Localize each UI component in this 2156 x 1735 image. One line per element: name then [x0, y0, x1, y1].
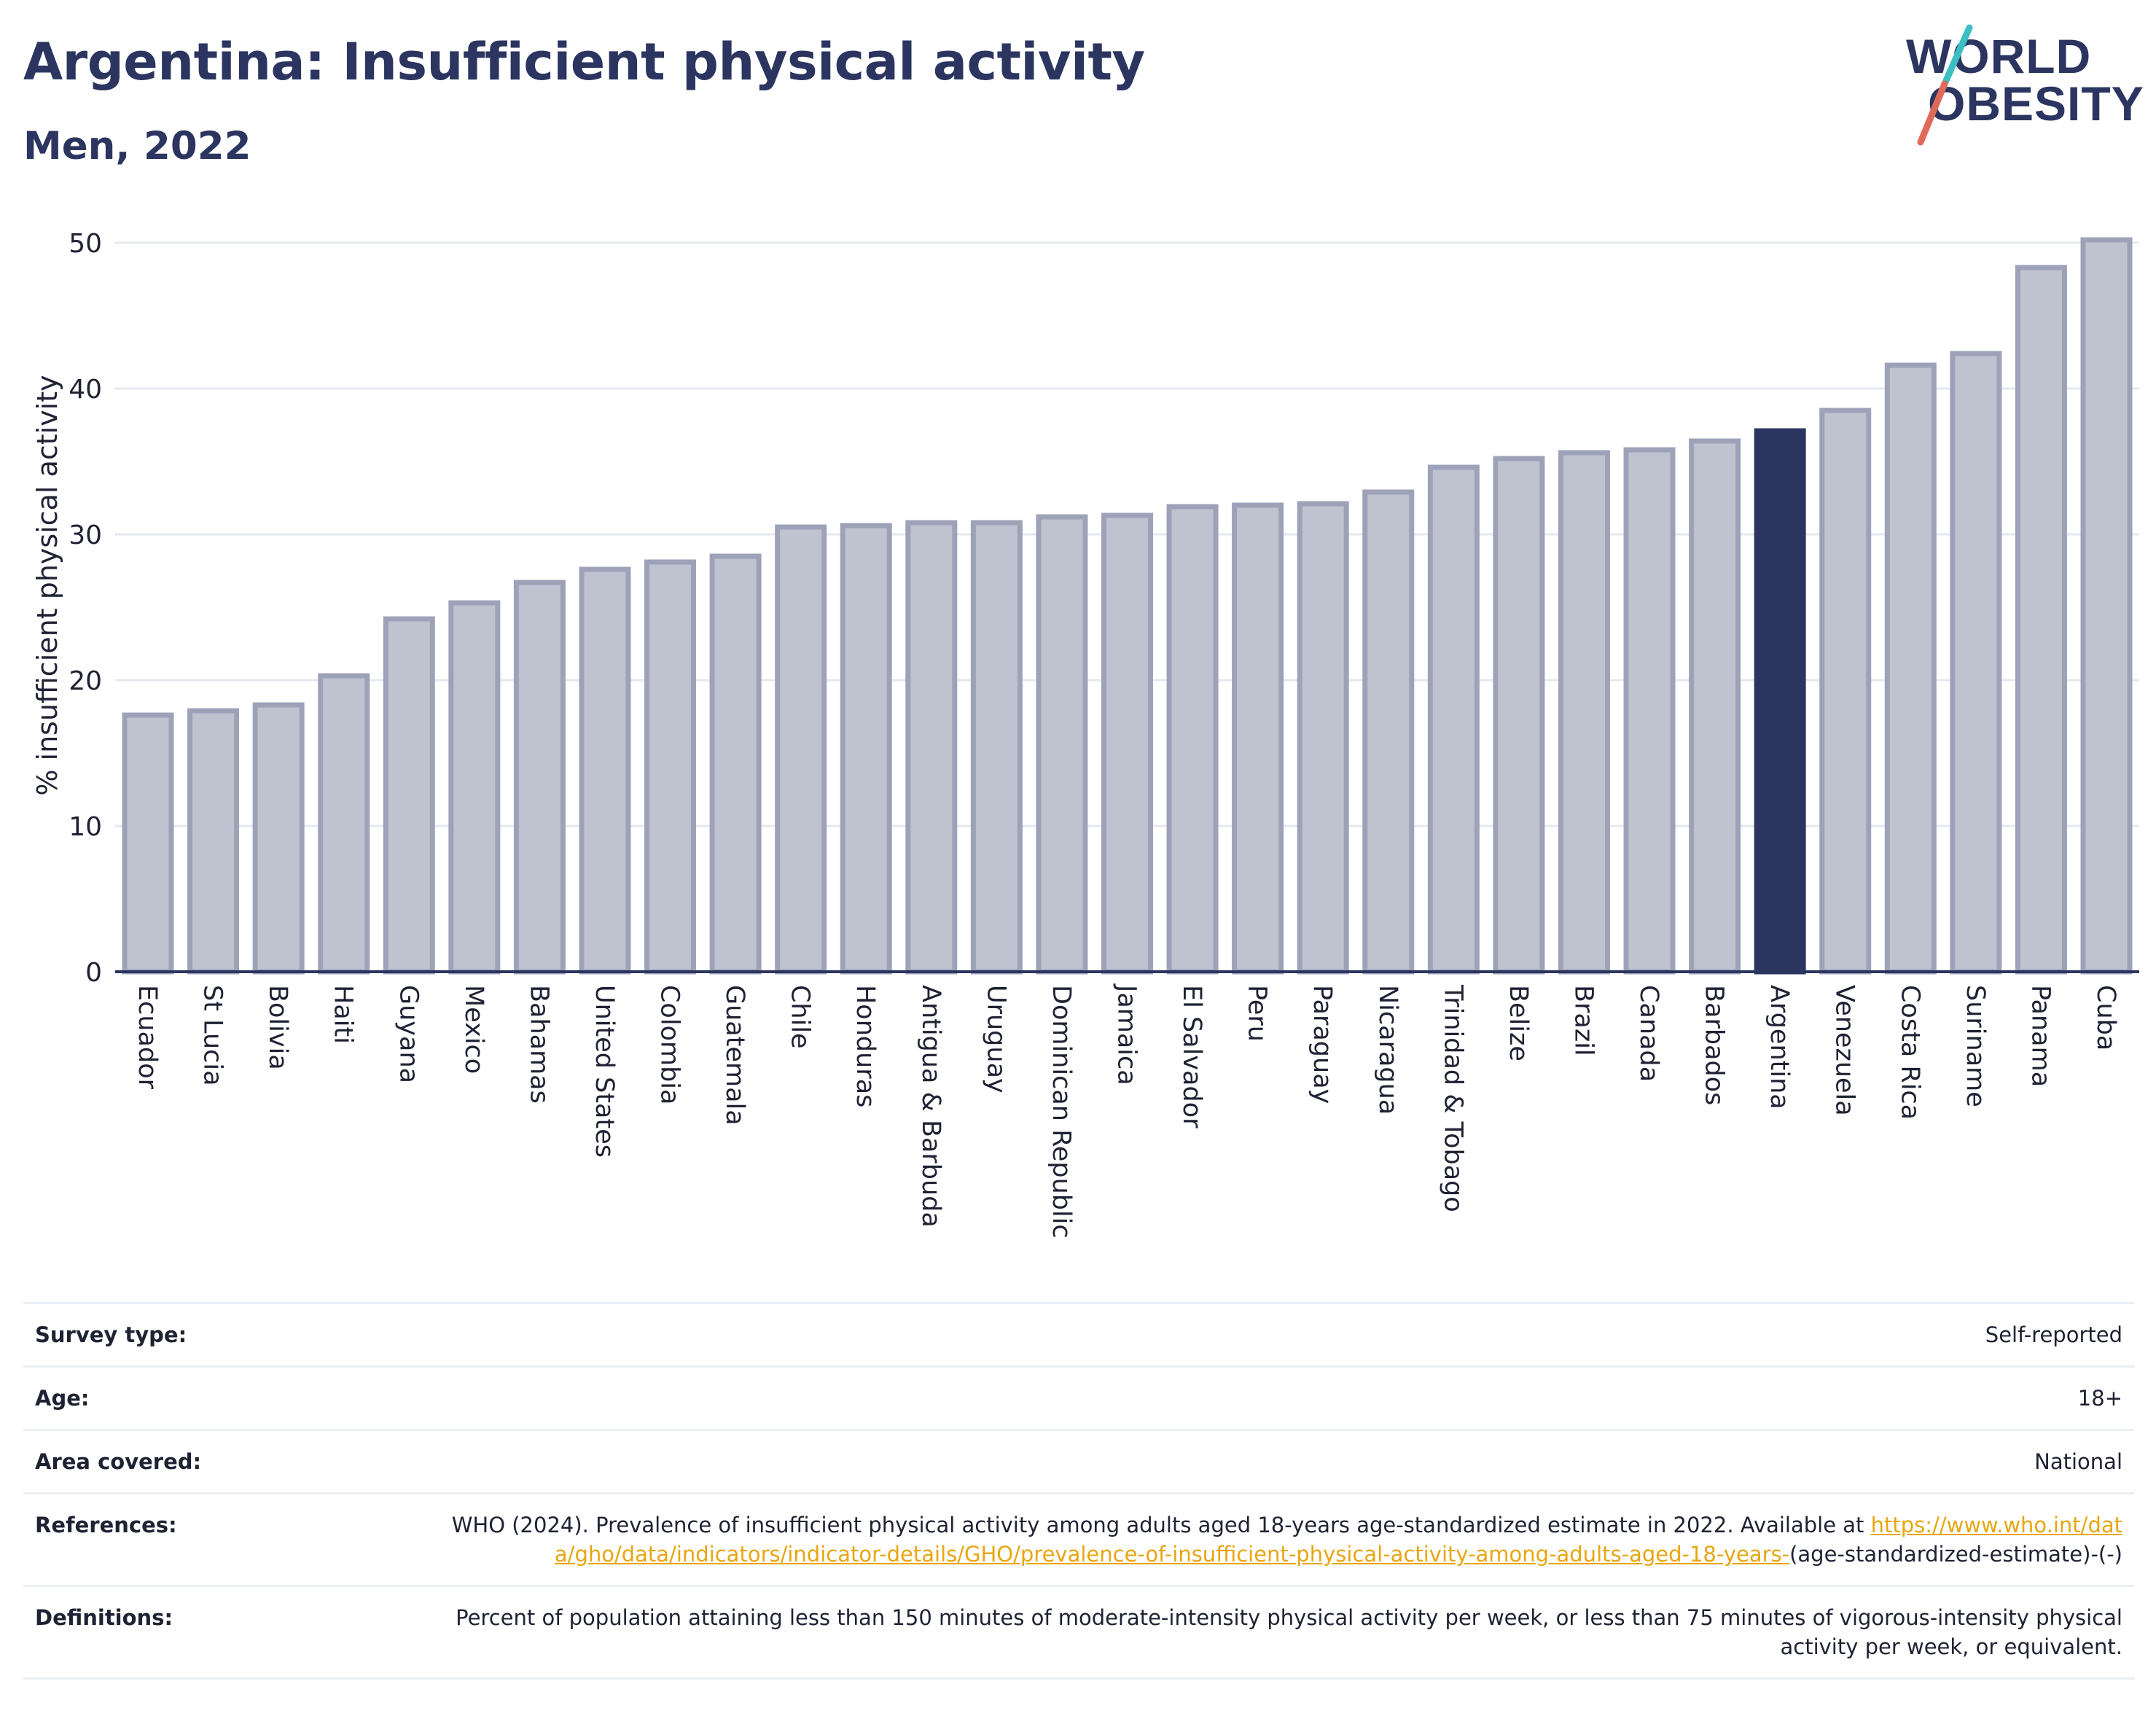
x-tick-label: Dominican Republic [1047, 985, 1076, 1239]
info-label: Age: [23, 1365, 426, 1431]
y-tick-label: 50 [69, 229, 102, 259]
bar [1362, 489, 1415, 975]
x-tick-label: Nicaragua [1373, 985, 1402, 1115]
x-tick-label: Argentina [1765, 985, 1794, 1110]
info-value: National [426, 1429, 2134, 1494]
bar [1623, 447, 1676, 975]
definitions-value: Percent of population attaining less tha… [426, 1585, 2134, 1680]
info-label: References: [23, 1492, 426, 1587]
bar [775, 524, 827, 975]
y-axis-title: % insufficient physical activity [31, 375, 63, 795]
info-value: Self-reported [426, 1302, 2134, 1368]
bar [1232, 502, 1284, 975]
bar [1884, 362, 1937, 975]
x-tick-label: Barbados [1700, 985, 1729, 1105]
bar [1950, 351, 2002, 975]
logo-text-obesity: OBESITY [1928, 77, 2143, 130]
bar [2080, 237, 2133, 975]
y-tick-label: 40 [69, 375, 102, 405]
bar [840, 523, 892, 975]
bar [579, 566, 631, 975]
x-tick-label: Uruguay [981, 985, 1010, 1093]
bars [122, 237, 2133, 975]
x-tick-label: Canada [1634, 985, 1663, 1082]
x-tick-label: Jamaica [1112, 983, 1141, 1085]
info-row-survey-type: Survey type: Self-reported [23, 1302, 2134, 1368]
bar [187, 708, 240, 975]
logo-text-world: WORLD [1906, 29, 2091, 83]
bar [2015, 265, 2067, 975]
x-tick-label: Bolivia [263, 985, 292, 1070]
x-tick-label: Mexico [459, 985, 488, 1074]
info-row-references: References: WHO (2024). Prevalence of in… [23, 1492, 2134, 1587]
bar [122, 712, 174, 975]
bar [1558, 450, 1610, 975]
bar [970, 520, 1023, 975]
bar [383, 616, 435, 975]
bar [905, 520, 958, 975]
x-tick-label: Venezuela [1830, 985, 1859, 1116]
bar [1166, 504, 1219, 975]
y-tick-label: 20 [69, 666, 102, 696]
page-subtitle: Men, 2022 [23, 124, 251, 168]
logo-slash-bottom [1917, 80, 1948, 146]
x-tick-label: United States [590, 985, 619, 1158]
info-label: Definitions: [23, 1585, 426, 1680]
y-tick-label: 10 [69, 812, 102, 842]
x-tick-label: Belize [1504, 985, 1533, 1061]
bar [318, 673, 370, 975]
bar [1689, 438, 1741, 975]
info-row-age: Age: 18+ [23, 1365, 2134, 1431]
x-tick-label: Antigua & Barbuda [916, 985, 945, 1228]
y-tick-label: 0 [85, 958, 102, 988]
info-row-definitions: Definitions: Percent of population attai… [23, 1585, 2134, 1680]
bar [1101, 512, 1153, 975]
bar [709, 553, 762, 975]
x-tick-label: Guyana [394, 985, 423, 1083]
references-text: WHO (2024). Prevalence of insufficient p… [451, 1513, 1871, 1537]
x-tick-label: St Lucia [198, 985, 227, 1086]
bar-highlight [1754, 428, 1806, 975]
logo-slash-top [1941, 24, 1973, 87]
x-tick-label: Panama [2026, 985, 2055, 1087]
x-tick-label: Honduras [851, 985, 880, 1107]
axis-labels: 0 10 20 30 40 50 Ecuador St Lucia Bolivia Haiti Gu… [69, 229, 2120, 1239]
x-tick-label: Guatemala [720, 985, 749, 1126]
x-tick-label: Cuba [2091, 985, 2120, 1050]
bar [448, 600, 501, 975]
bar [252, 702, 305, 975]
bar [513, 580, 566, 975]
x-tick-label: Costa Rica [1895, 985, 1924, 1120]
x-tick-label: El Salvador [1177, 985, 1206, 1128]
info-label: Survey type: [23, 1302, 426, 1368]
x-tick-label: Paraguay [1308, 985, 1337, 1104]
references-link[interactable]: https://www.who.int/data/gho/data/indica… [554, 1513, 2122, 1567]
bar [1036, 514, 1088, 975]
x-tick-label: Bahamas [524, 985, 553, 1104]
x-tick-label: Trinidad & Tobago [1438, 984, 1467, 1212]
x-tick-label: Ecuador [133, 985, 162, 1090]
x-tick-label: Suriname [1961, 985, 1990, 1107]
x-tick-label: Haiti [329, 985, 358, 1044]
x-tick-label: Colombia [655, 985, 684, 1104]
info-table: Survey type: Self-reported Age: 18+ Area… [23, 1302, 2134, 1680]
bar [1819, 408, 1872, 975]
x-tick-label: Brazil [1569, 985, 1598, 1056]
y-tick-label: 30 [69, 520, 102, 550]
info-value: 18+ [426, 1365, 2134, 1431]
references-value: WHO (2024). Prevalence of insufficient p… [426, 1492, 2134, 1587]
info-label: Area covered: [23, 1429, 426, 1494]
bar-chart: 0 10 20 30 40 50 Ecuador St Lucia Bolivia Haiti Gu… [31, 229, 2139, 1239]
bar [1297, 501, 1349, 975]
info-row-area-covered: Area covered: National [23, 1429, 2134, 1494]
world-obesity-logo: WORLD OBESITY [1906, 24, 2143, 146]
bar [644, 559, 697, 975]
bar [1427, 464, 1480, 975]
references-text-after: (age-standardized-estimate)-(-) [1789, 1542, 2122, 1567]
x-tick-label: Chile [786, 985, 815, 1049]
page-title: Argentina: Insufficient physical activit… [23, 32, 1145, 92]
x-tick-label: Peru [1243, 985, 1272, 1042]
bar [1493, 456, 1545, 975]
